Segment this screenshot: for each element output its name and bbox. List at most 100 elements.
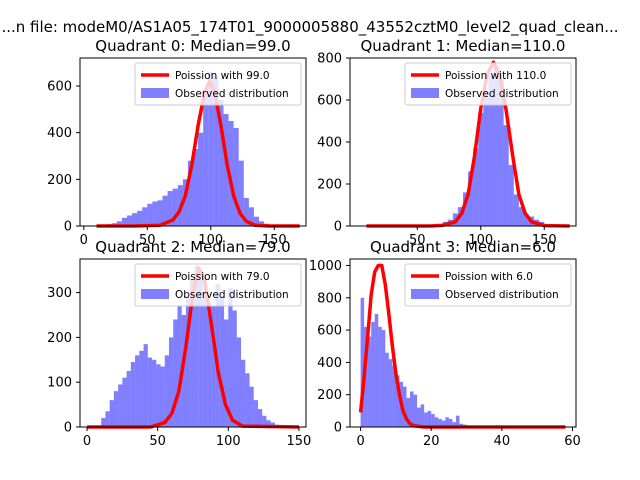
histogram-bar [152,359,157,427]
x-tick-label: 150 [262,233,287,248]
legend-label-poisson: Poission with 6.0 [445,271,533,283]
x-tick-label: 0 [83,434,91,449]
x-tick-label: 100 [198,233,223,248]
histogram-bar [417,407,421,427]
histogram-bar [463,192,469,226]
x-tick-label: 100 [468,233,493,248]
axes-frame [349,258,577,428]
histogram-bar [118,384,123,427]
histogram-bar [232,310,237,427]
x-tick-label: 60 [564,434,581,449]
histogram-bar [121,217,127,226]
histogram-bar [367,336,372,427]
histogram-bar [431,414,435,427]
histogram-bar [245,373,250,427]
histogram-bar [424,412,428,427]
histogram-bar [208,72,214,226]
histogram-bar [448,418,453,427]
legend-label-poisson: Poission with 79.0 [175,271,270,283]
histogram-bar [113,391,119,427]
histogram-bar [105,411,110,427]
y-tick-label: 600 [47,80,72,95]
x-tick-label: 0 [356,434,364,449]
legend-swatch-observed [411,88,439,98]
histogram-bar [248,207,254,226]
histogram-bar [253,400,258,427]
histogram-bar [455,415,460,427]
poisson-curve [358,263,566,429]
legend-label-observed: Observed distribution [175,88,289,100]
histogram-bar [420,404,425,427]
x-tick-label: 0 [80,233,88,248]
histogram-bar [236,337,242,427]
histogram-bar [182,179,188,226]
histogram-bar [185,297,191,427]
histogram-bar [190,279,195,427]
y-tick-label: 400 [317,356,342,371]
histogram-bar [371,322,375,427]
histogram-bar [498,79,504,226]
histogram-bar [135,355,140,427]
y-tick-label: 800 [317,291,342,306]
histogram-bar [198,270,203,427]
histogram-bar [198,132,204,226]
axes-frame [79,57,307,227]
histogram-bar [413,394,418,427]
histogram-bar [468,171,474,226]
y-tick-label: 200 [47,331,72,346]
histogram-bar [360,297,365,427]
histogram-bar [385,352,389,427]
histogram-bar [374,313,379,427]
histogram-bar [441,420,446,427]
legend-label-observed: Observed distribution [445,88,559,100]
histogram-bar [156,364,161,427]
subplot-2: 0 50 100 150 0 100 200 300 Quadrant 2: Median=79… [47,238,311,449]
histogram-bar [241,359,246,427]
histogram-bar [262,415,267,427]
legend-label-poisson: Poission with 99.0 [175,70,270,82]
histogram-bar [238,160,244,226]
y-tick-label: 300 [47,286,72,301]
histogram-bar [259,221,265,226]
legend-box [134,263,302,307]
histogram-bar [215,283,220,427]
y-tick-label: 400 [47,126,72,141]
legend-label-observed: Observed distribution [175,289,289,301]
histogram-bar [142,207,148,226]
x-tick-label: 20 [423,434,440,449]
histogram-bar [177,306,182,427]
histogram-bar [523,214,530,226]
histogram-bar [193,149,199,226]
histogram-bar [202,292,208,427]
subplot-title: Quadrant 0: Median=99.0 [95,37,290,55]
histogram-bar [152,201,158,226]
y-tick-label: 200 [47,173,72,188]
histogram-bar [122,377,127,427]
subplot-1: 50 100 150 0 200 400 600 800 Quadrant 1: Median=… [317,37,577,248]
histogram-bar [194,265,199,427]
y-tick-label: 1000 [309,259,342,274]
histogram-bar [224,319,229,427]
y-tick-label: 200 [317,388,342,403]
histogram-bar [168,337,174,427]
histogram-bar [388,359,393,427]
histogram-bar [395,375,400,427]
y-tick-label: 800 [317,52,342,67]
y-tick-label: 0 [64,421,72,436]
histogram-bar [483,91,489,226]
histogram-bar [139,350,144,427]
histogram-bar [406,397,411,427]
x-tick-label: 50 [409,233,426,248]
histogram-bar [518,207,524,226]
histogram-bar [132,213,138,226]
histogram-bar [207,301,212,427]
histogram-bar [116,221,122,226]
axes-frame [79,258,307,428]
y-tick-label: 0 [334,421,342,436]
histogram-bar [126,215,133,226]
histogram-bar [257,409,263,427]
histogram-bar [130,362,136,427]
